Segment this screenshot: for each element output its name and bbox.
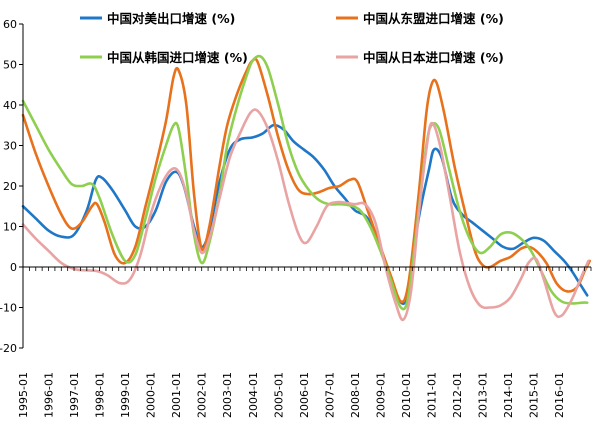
y-tick-label: 60 [3,18,17,31]
y-tick-label: -10 [0,302,17,315]
legend-label-1: 中国从东盟进口增速 (%) [363,11,504,26]
x-tick-label: 2014-01 [502,372,515,418]
y-tick-label: 40 [3,99,17,112]
axes-layer: -20 -10 0 10 20 30 40 50 60 1995-01 1996-01 1997-01… [0,18,592,418]
x-tick-label: 2007-01 [323,372,336,418]
x-tick-label: 2003-01 [221,372,234,418]
x-tick-label: 2010-01 [400,372,413,418]
y-tick-label: 20 [3,180,17,193]
x-tick-label: 2011-01 [425,372,438,418]
x-tick-label: 2013-01 [477,372,490,418]
y-tick-label: 50 [3,59,17,72]
x-tick-label: 2006-01 [298,372,311,418]
series-line-3 [21,108,590,322]
series-line-2 [21,54,589,311]
x-tick-label: 1996-01 [43,372,56,418]
x-tick-label: 2005-01 [272,372,285,418]
x-tick-label: 1997-01 [68,372,81,418]
x-tick-label: 2002-01 [196,372,209,418]
x-tick-label: 2009-01 [374,372,387,418]
legend-label-2: 中国从韩国进口增速 (%) [107,50,248,65]
y-tick-label: 30 [3,140,17,153]
y-tick-label: -20 [0,342,17,355]
x-tick-label: 2016-01 [553,372,566,418]
x-tick-label: 1998-01 [94,372,107,418]
x-tick-label: 2015-01 [528,372,541,418]
legend: 中国对美出口增速 (%) 中国从东盟进口增速 (%) 中国从韩国进口增速 (%) 中国… [80,11,504,65]
x-tick-label: 1999-01 [119,372,132,418]
series-line-1 [21,57,592,304]
y-tick-label: 0 [10,261,17,274]
x-tick-label: 2000-01 [145,372,158,418]
x-tick-label: 2012-01 [451,372,464,418]
x-tick-label: 1995-01 [17,372,30,418]
x-tick-label: 2001-01 [170,372,183,418]
x-tick-label: 2004-01 [247,372,260,418]
legend-label-3: 中国从日本进口增速 (%) [363,50,504,65]
series-layer [21,54,592,322]
x-tick-label: 2008-01 [349,372,362,418]
legend-label-0: 中国对美出口增速 (%) [107,11,235,26]
series-line-0 [21,123,589,305]
y-tick-label: 10 [3,221,17,234]
